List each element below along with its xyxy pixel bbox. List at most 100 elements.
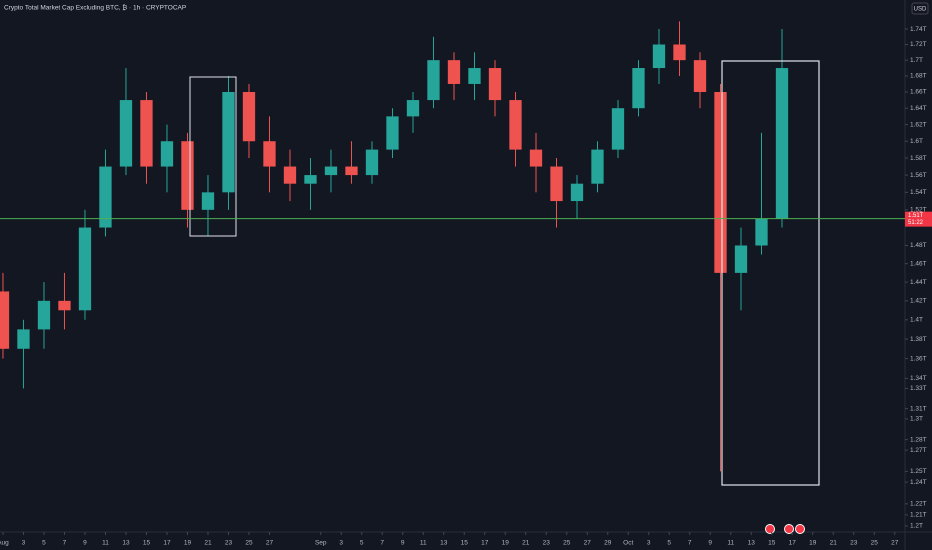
x-tick-label: 21 (522, 540, 530, 547)
y-tick-label: 1.31T (910, 405, 927, 412)
y-tick-label: 1.42T (910, 298, 927, 305)
event-icon[interactable] (795, 524, 805, 534)
x-tick-label: 21 (204, 540, 212, 547)
candle-body (652, 44, 666, 69)
x-tick-label: 27 (266, 540, 274, 547)
candle-body (714, 91, 727, 273)
y-tick-label: 1.48T (910, 242, 927, 249)
x-tick-label: 15 (143, 540, 151, 547)
x-tick-label: 7 (63, 540, 67, 547)
y-tick-label: 1.6T (910, 138, 923, 145)
x-tick-label: 13 (440, 540, 448, 547)
x-tick-label: 23 (850, 540, 858, 547)
currency-label: USD (914, 7, 927, 13)
x-tick-label: 23 (225, 540, 233, 547)
x-tick-label: 19 (809, 540, 817, 547)
x-tick-label: 7 (688, 540, 692, 547)
x-tick-label: 5 (42, 540, 46, 547)
y-tick-label: 1.4T (910, 317, 923, 324)
x-tick-label: 3 (339, 540, 343, 547)
y-tick-label: 1.54T (910, 189, 927, 196)
candle-body (775, 68, 789, 219)
candle-body (468, 68, 481, 84)
y-tick-label: 1.64T (910, 105, 927, 112)
candle-body (755, 218, 768, 246)
x-tick-label: 5 (360, 540, 364, 547)
x-tick-label: 21 (830, 540, 838, 547)
plot-area (0, 21, 789, 472)
price-label: 1.51T (908, 213, 924, 219)
y-tick-label: 1.38T (910, 336, 927, 343)
candle-body (406, 100, 420, 117)
x-tick-label: 3 (647, 540, 651, 547)
candle-body (181, 141, 194, 210)
chart-title: Crypto Total Market Cap Excluding BTC, ₿… (4, 4, 186, 12)
candle-body (693, 60, 707, 92)
x-tick-label: Oct (623, 540, 633, 547)
currency-button[interactable] (911, 2, 929, 15)
candle-body (263, 141, 276, 167)
x-tick-label: 27 (584, 540, 592, 547)
x-tick-label: 11 (102, 540, 109, 547)
x-tick-label: 9 (83, 540, 87, 547)
y-tick-label: 1.62T (910, 121, 927, 128)
candle-body (17, 329, 30, 349)
candle-body (0, 291, 10, 349)
y-tick-label: 1.44T (910, 279, 927, 286)
y-tick-label: 1.27T (910, 447, 927, 454)
y-tick-label: 1.21T (910, 512, 927, 519)
candle-body (611, 108, 625, 150)
x-tick-label: 9 (401, 540, 405, 547)
candle-body (550, 166, 563, 202)
y-tick-label: 1.3T (910, 416, 923, 423)
y-tick-label: 1.46T (910, 260, 927, 267)
candle-body (140, 100, 153, 167)
y-tick-label: 1.34T (910, 375, 927, 382)
candle-body (673, 44, 686, 61)
y-tick-label: 1.66T (910, 89, 927, 96)
event-icon[interactable] (765, 524, 775, 534)
candle-body (160, 141, 174, 167)
x-tick-label: 17 (789, 540, 797, 547)
x-tick-label: 27 (891, 540, 899, 547)
drawing-rectangle[interactable] (721, 60, 820, 486)
x-tick-label: 15 (461, 540, 469, 547)
price-countdown: 51:22 (908, 220, 924, 226)
candle-body (427, 60, 440, 101)
price-label-box (905, 211, 932, 227)
y-tick-label: 1.52T (910, 207, 927, 214)
x-tick-label: Aug (0, 540, 9, 547)
candle-body (570, 183, 584, 202)
y-tick-label: 1.28T (910, 436, 927, 443)
event-icon[interactable] (784, 524, 794, 534)
y-tick-label: 1.24T (910, 479, 927, 486)
y-tick-label: 1.74T (910, 26, 927, 33)
y-tick-label: 1.22T (910, 501, 927, 508)
candle-body (632, 68, 645, 109)
candle-body (99, 166, 112, 228)
x-tick-label: 13 (122, 540, 130, 547)
candle-body (283, 166, 297, 184)
candle-body (734, 245, 748, 273)
candle-body (222, 91, 235, 193)
x-tick-label: 29 (604, 540, 612, 547)
x-tick-label: 25 (871, 540, 879, 547)
y-tick-label: 1.36T (910, 355, 927, 362)
candle-body (447, 60, 461, 84)
y-tick-label: 1.72T (910, 41, 927, 48)
candle-body (386, 116, 399, 150)
candle-body (242, 91, 256, 142)
x-tick-label: 7 (380, 540, 384, 547)
candle-body (529, 149, 543, 167)
x-tick-label: 13 (748, 540, 756, 547)
candle-body (78, 227, 92, 311)
x-tick-label: 15 (768, 540, 776, 547)
x-tick-label: 17 (481, 540, 489, 547)
candle-body (37, 300, 51, 330)
drawing-rectangle[interactable] (189, 76, 237, 237)
candle-body (324, 166, 338, 176)
candle-body (509, 100, 522, 150)
x-tick-label: 3 (22, 540, 26, 547)
